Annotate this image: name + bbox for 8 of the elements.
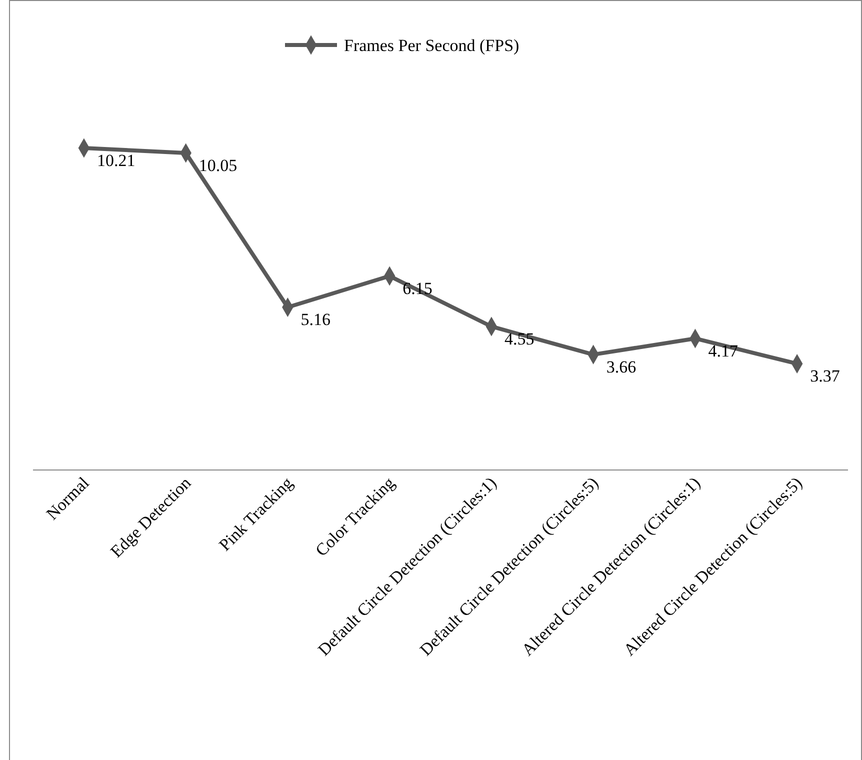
- data-label: 10.21: [96, 150, 136, 170]
- data-label: 4.17: [708, 341, 738, 360]
- data-label: 3.66: [606, 358, 636, 377]
- legend-label: Frames Per Second (FPS): [344, 36, 520, 55]
- data-label: 3.37: [810, 366, 840, 386]
- data-label: 5.16: [300, 310, 330, 330]
- data-label: 4.55: [504, 329, 534, 348]
- data-label: 10.05: [198, 156, 238, 176]
